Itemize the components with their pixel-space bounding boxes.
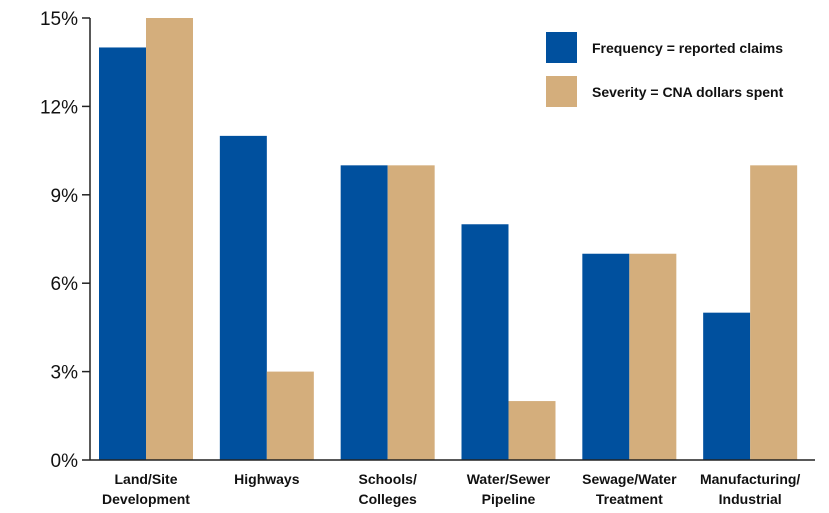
y-tick-label: 3% [51, 363, 79, 384]
x-category-label: Industrial [719, 491, 782, 507]
legend-swatch-frequency [546, 32, 577, 63]
y-tick-label: 12% [40, 97, 78, 118]
legend: Frequency = reported claims Severity = CN… [546, 32, 784, 107]
y-tick-label: 0% [51, 451, 79, 472]
bar-severity [750, 165, 798, 461]
x-category-label: Manufacturing/ [700, 471, 800, 487]
x-category-label: Treatment [596, 491, 663, 507]
x-category-label: Highways [234, 471, 300, 487]
bar-severity [387, 165, 435, 461]
x-category-label: Pipeline [482, 491, 536, 507]
bar-severity [266, 371, 314, 460]
bar-frequency [219, 135, 267, 460]
bars-group [99, 18, 798, 461]
x-category-label: Water/Sewer [467, 471, 551, 487]
y-tick-label: 6% [51, 274, 79, 295]
bar-frequency [99, 47, 146, 460]
bar-frequency [582, 253, 630, 460]
axes-group [89, 18, 815, 461]
bar-severity [508, 401, 556, 460]
x-category-label: Sewage/Water [582, 471, 677, 487]
y-tick-label: 9% [51, 186, 79, 207]
x-category-label: Development [102, 491, 190, 507]
y-tick-label: 15% [40, 9, 78, 30]
x-category-label: Schools/ [358, 471, 416, 487]
bar-severity [629, 253, 677, 460]
legend-label-frequency: Frequency = reported claims [592, 40, 783, 56]
bar-severity [146, 18, 193, 460]
legend-swatch-severity [546, 76, 577, 107]
bar-frequency [461, 224, 509, 460]
x-category-label: Colleges [358, 491, 417, 507]
x-labels-group: Land/Site Development Highways Schools/Coll… [102, 471, 800, 507]
y-ticks-group: 0% 3% 6% 9% 12% 15% [40, 9, 90, 472]
bar-frequency [340, 165, 388, 461]
x-category-label: Land/Site [114, 471, 177, 487]
bar-frequency [703, 312, 751, 460]
legend-label-severity: Severity = CNA dollars spent [592, 84, 784, 100]
